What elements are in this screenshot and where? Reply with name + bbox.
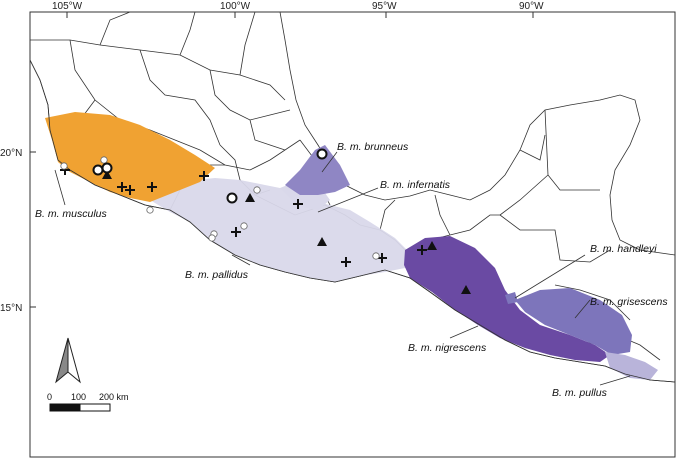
circle-marker-icon	[240, 222, 248, 230]
range-brunneus	[285, 145, 350, 195]
triangle-marker-icon	[102, 170, 112, 179]
range-handleyi	[505, 292, 518, 304]
plus-marker-icon	[341, 257, 351, 267]
range-pallidus	[150, 178, 412, 282]
label-nigrescens: B. m. nigrescens	[408, 342, 487, 354]
lat-tick-label: 15°N	[0, 303, 22, 314]
label-infernatis: B. m. infernatis	[380, 179, 451, 191]
circle-marker-icon	[208, 234, 216, 242]
latitude-ticks	[30, 151, 36, 308]
label-grisescens: B. m. grisescens	[590, 296, 668, 308]
lon-tick-label: 105°W	[52, 1, 83, 12]
circle-marker-icon	[60, 162, 68, 170]
plus-marker-icon	[147, 182, 157, 192]
plus-marker-icon	[417, 245, 427, 255]
label-pallidus: B. m. pallidus	[185, 269, 249, 281]
ring-marker-icon	[316, 148, 328, 160]
range-musculus	[45, 112, 215, 202]
scale-label: 100	[71, 392, 86, 402]
ring-marker-icon	[101, 162, 113, 174]
leader-lines	[54, 151, 631, 386]
label-musculus: B. m. musculus	[35, 208, 108, 220]
triangle-marker-icon	[245, 193, 255, 202]
circle-marker-icon	[253, 186, 261, 194]
triangle-marker-icon	[427, 241, 437, 250]
scale-label: 200 km	[99, 392, 129, 402]
circle-marker-icon	[146, 206, 154, 214]
north-arrow	[55, 337, 81, 384]
scale-label: 0	[47, 392, 52, 402]
scale-bar-black	[49, 403, 81, 412]
label-brunneus: B. m. brunneus	[337, 141, 409, 153]
north-arrow-right-icon	[67, 337, 81, 384]
range-grisescens	[515, 288, 632, 355]
plus-marker-icon	[117, 182, 127, 192]
plus-marker-icon	[293, 199, 303, 209]
label-pullus: B. m. pullus	[552, 387, 608, 399]
plus-marker-icon	[199, 171, 209, 181]
scale-bar-white	[79, 403, 111, 412]
lon-tick-label: 95°W	[372, 1, 397, 12]
label-handleyi: B. m. handleyi	[590, 243, 657, 255]
triangle-marker-icon	[317, 237, 327, 246]
markers	[60, 148, 471, 294]
ring-marker-icon	[226, 192, 238, 204]
lon-tick-label: 100°W	[220, 1, 251, 12]
lat-tick-label: 20°N	[0, 148, 22, 159]
triangle-marker-icon	[461, 285, 471, 294]
ring-marker-icon	[92, 164, 104, 176]
circle-marker-icon	[372, 252, 380, 260]
circle-marker-icon	[100, 156, 108, 164]
plus-marker-icon	[231, 227, 241, 237]
range-pullus	[605, 352, 658, 380]
lon-tick-label: 90°W	[519, 1, 544, 12]
scale-bar	[49, 403, 111, 412]
longitude-ticks	[66, 12, 534, 18]
plus-marker-icon	[125, 185, 135, 195]
